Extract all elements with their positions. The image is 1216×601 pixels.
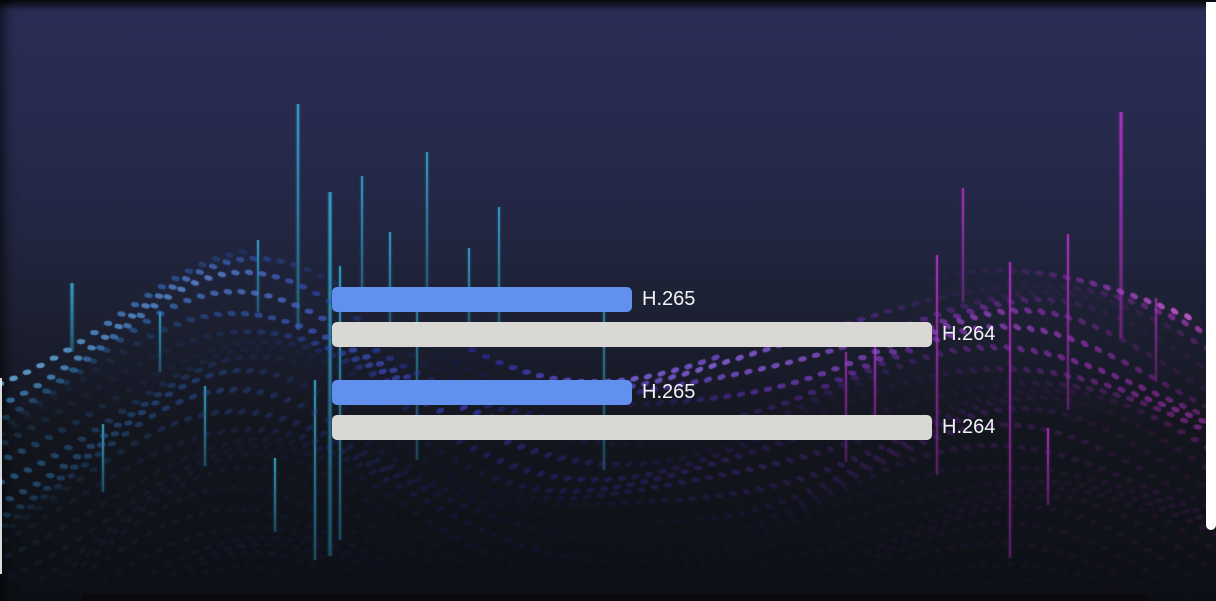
h264-bar-row: H.264 xyxy=(332,322,995,347)
bar-label: H.265 xyxy=(642,381,696,403)
bar-label: H.264 xyxy=(942,416,996,438)
page-edge-right xyxy=(1206,2,1216,530)
h265-bar xyxy=(332,287,632,312)
h265-bar-row: H.265 xyxy=(332,380,695,405)
h264-bar xyxy=(332,415,932,440)
h264-bar xyxy=(332,322,932,347)
bar-label: H.265 xyxy=(642,288,696,310)
h265-bar-row: H.265 xyxy=(332,287,695,312)
h264-bar-row: H.264 xyxy=(332,415,995,440)
page-edge-left xyxy=(0,378,2,574)
bottom-divider-bar xyxy=(82,594,1148,601)
bar-label: H.264 xyxy=(942,323,996,345)
h265-bar xyxy=(332,380,632,405)
